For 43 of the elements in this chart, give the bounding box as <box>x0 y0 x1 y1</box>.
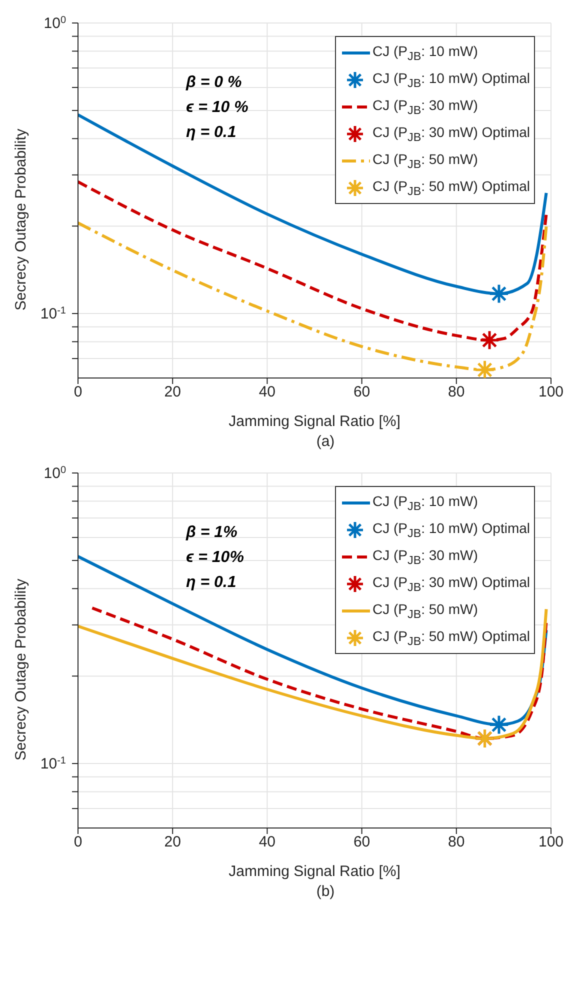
x-axis-title: Jamming Signal Ratio [%] <box>228 863 400 880</box>
x-tick-label: 100 <box>538 834 564 851</box>
legend-label: CJ (P$_{JB}$: 50 mW) Optimal <box>372 628 530 648</box>
x-tick-label: 80 <box>448 384 465 401</box>
annotation: ϵ = 10% <box>186 548 244 568</box>
x-tick-label: 60 <box>353 384 370 401</box>
x-tick-label: 80 <box>448 834 465 851</box>
x-tick-label: 40 <box>258 834 276 851</box>
x-tick-label: 40 <box>258 384 276 401</box>
point <box>479 330 500 350</box>
x-tick-label: 20 <box>164 834 181 851</box>
x-tick-label: 100 <box>538 384 564 401</box>
x-tick-label: 20 <box>164 384 181 401</box>
y-axis-title: Secrecy Outage Probability <box>12 128 30 310</box>
legend-label: CJ (P$_{JB}$: 30 mW) Optimal <box>372 574 530 594</box>
legend-label: CJ (P$_{JB}$: 30 mW) Optimal <box>372 124 530 144</box>
x-tick-label: 60 <box>353 834 370 851</box>
legend-label: CJ (P$_{JB}$: 10 mW) Optimal <box>372 70 530 90</box>
y-tick-label: 10$^{0}$ <box>44 14 66 32</box>
annotation: η = 0.1 <box>186 123 238 143</box>
y-tick-label: 10$^{0}$ <box>44 464 66 482</box>
y-axis-title: Secrecy Outage Probability <box>12 578 30 760</box>
legend-label: CJ (P$_{JB}$: 30 mW) <box>372 96 478 116</box>
y-tick-label: 10$^{-1}$ <box>40 755 66 773</box>
annotation: η = 0.1 <box>186 573 238 593</box>
text: (a) <box>315 433 336 450</box>
annotation: ϵ = 10 % <box>186 98 248 118</box>
y-tick-label: 10$^{-1}$ <box>40 305 66 323</box>
x-axis-title: Jamming Signal Ratio [%] <box>228 413 400 430</box>
point <box>488 283 510 304</box>
point <box>474 360 496 378</box>
legend-label: CJ (P$_{JB}$: 30 mW) <box>372 546 478 566</box>
legend-label: CJ (P$_{JB}$: 10 mW) <box>372 42 478 62</box>
x-tick-label: 0 <box>74 834 82 851</box>
x-tick-label: 0 <box>74 384 82 401</box>
legend-label: CJ (P$_{JB}$: 10 mW) <box>372 492 478 512</box>
text: (b) <box>315 883 336 900</box>
legend-label: CJ (P$_{JB}$: 50 mW) Optimal <box>372 178 530 198</box>
annotation: β = 0 % <box>186 73 243 93</box>
legend-label: CJ (P$_{JB}$: 10 mW) Optimal <box>372 520 530 540</box>
legend-label: CJ (P$_{JB}$: 50 mW) <box>372 150 478 170</box>
legend-label: CJ (P$_{JB}$: 50 mW) <box>372 600 478 620</box>
annotation: β = 1% <box>186 523 238 543</box>
